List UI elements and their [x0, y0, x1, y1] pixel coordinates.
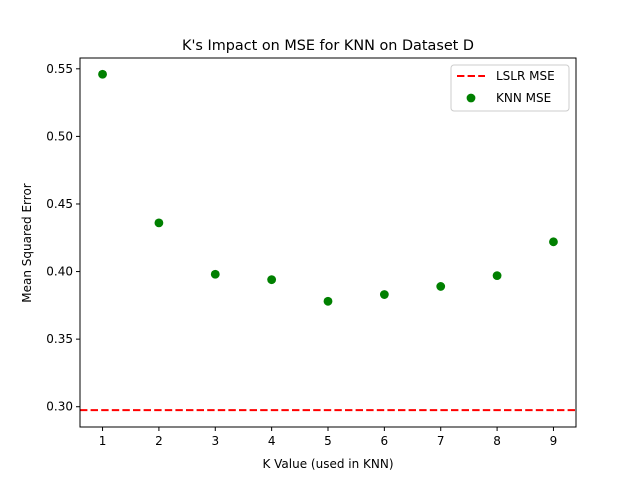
legend-swatch-knn: [466, 93, 476, 103]
knn-mse-point-k5: [323, 296, 333, 306]
x-tick-label: 9: [550, 434, 558, 448]
y-tick-label: 0.30: [46, 400, 73, 414]
knn-mse-point-k4: [267, 275, 277, 285]
x-tick-label: 5: [324, 434, 332, 448]
legend-label: KNN MSE: [496, 91, 551, 105]
y-axis-label: Mean Squared Error: [20, 183, 34, 303]
knn-mse-point-k7: [436, 282, 446, 291]
x-tick-label: 6: [381, 434, 389, 448]
knn-mse-point-k8: [492, 271, 502, 281]
legend: LSLR MSE KNN MSE: [450, 64, 570, 112]
knn-mse-point-k6: [379, 290, 389, 299]
plot-area: 1 2 3 4 5 6 7 8 9 0.30 0.35 0.40 0.45 0.50 0.55: [46, 57, 577, 448]
x-tick-label: 2: [155, 434, 163, 448]
y-tick-label: 0.50: [46, 129, 73, 143]
legend-label: LSLR MSE: [496, 69, 555, 83]
x-tick-label: 4: [268, 434, 276, 448]
y-tick-label: 0.40: [46, 265, 73, 279]
y-tick-label: 0.35: [46, 332, 73, 346]
knn-mse-point-k1: [98, 69, 107, 79]
knn-mse-point-k9: [549, 237, 558, 247]
x-tick-label: 8: [493, 434, 501, 448]
x-tick-label: 7: [437, 434, 445, 448]
y-tick-label: 0.45: [46, 197, 73, 211]
y-tick-label: 0.55: [46, 62, 73, 76]
knn-mse-point-k3: [210, 269, 220, 279]
x-tick-label: 3: [211, 434, 219, 448]
plot-frame: [79, 57, 577, 428]
chart-title: K's Impact on MSE for KNN on Dataset D: [182, 38, 474, 54]
knn-mse-point-k2: [154, 218, 164, 228]
x-tick-label: 1: [99, 434, 107, 448]
x-axis-label: K Value (used in KNN): [262, 457, 393, 471]
